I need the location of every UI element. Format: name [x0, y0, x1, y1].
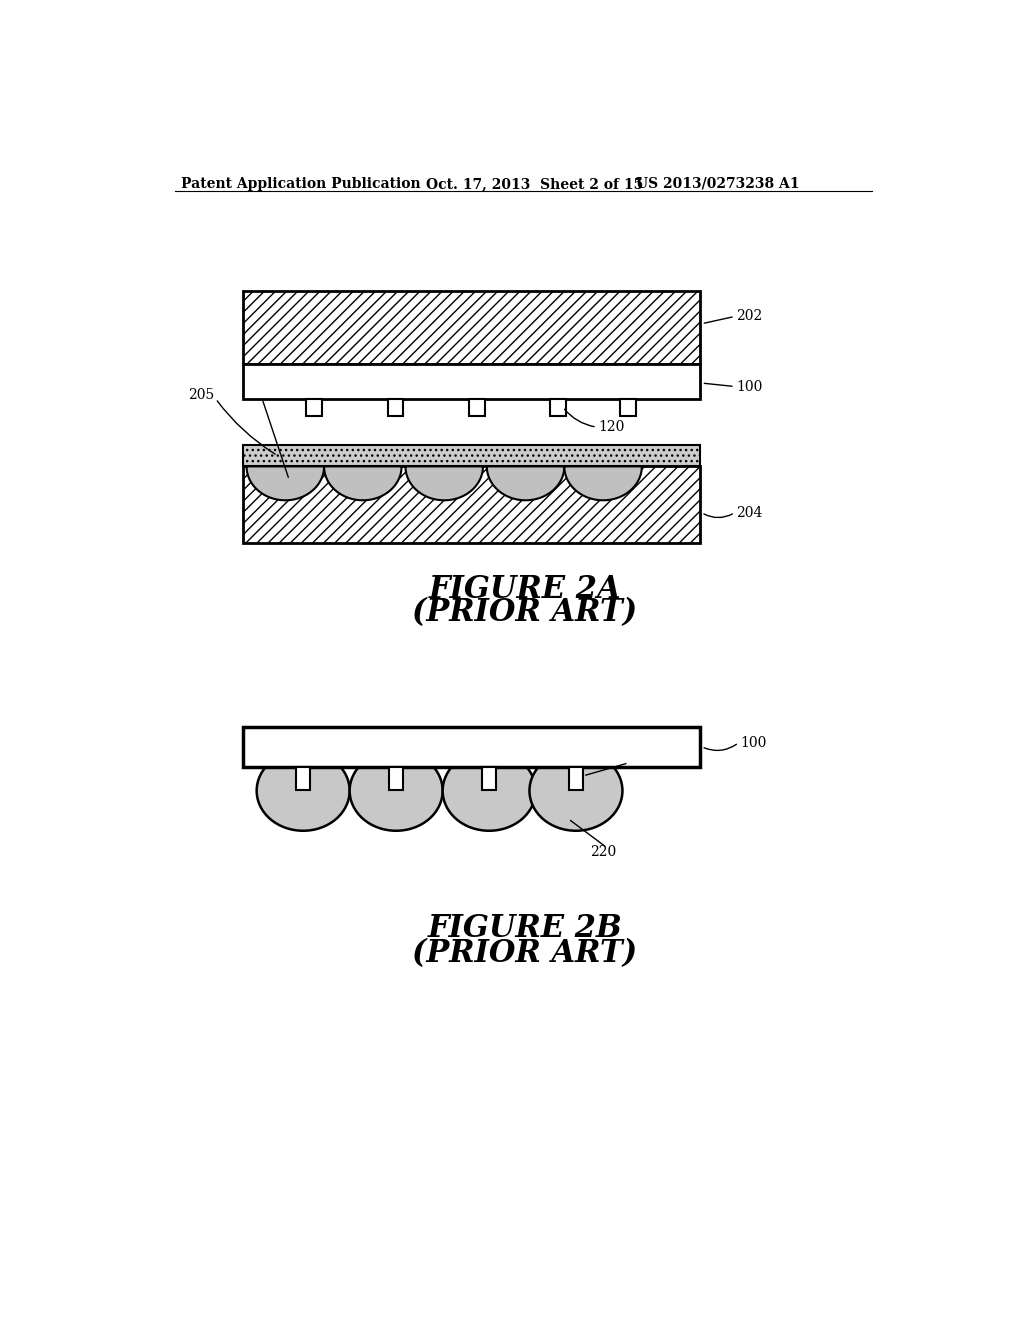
Text: 220: 220 — [590, 845, 616, 859]
Text: 120: 120 — [630, 756, 656, 770]
Text: 204: 204 — [736, 506, 763, 520]
Bar — [388, 399, 403, 416]
Bar — [243, 290, 700, 364]
PathPatch shape — [486, 466, 564, 500]
Bar — [306, 399, 322, 416]
PathPatch shape — [564, 466, 642, 500]
Text: (PRIOR ART): (PRIOR ART) — [413, 937, 637, 969]
Text: 210: 210 — [262, 388, 289, 401]
Bar — [243, 726, 700, 767]
Bar — [389, 767, 403, 789]
Bar — [621, 399, 636, 416]
Ellipse shape — [442, 751, 536, 830]
PathPatch shape — [406, 466, 483, 500]
PathPatch shape — [247, 466, 324, 500]
Bar — [550, 399, 566, 416]
PathPatch shape — [324, 466, 401, 500]
Ellipse shape — [257, 751, 349, 830]
Bar — [243, 364, 700, 399]
Bar — [482, 767, 496, 789]
Text: 205: 205 — [188, 388, 215, 401]
Text: 120: 120 — [598, 420, 625, 434]
Text: 202: 202 — [736, 309, 763, 323]
Text: US 2013/0273238 A1: US 2013/0273238 A1 — [636, 177, 799, 191]
Bar — [469, 399, 484, 416]
Ellipse shape — [529, 751, 623, 830]
Text: FIGURE 2B: FIGURE 2B — [427, 913, 623, 944]
Bar — [296, 767, 310, 789]
Text: FIGURE 2A: FIGURE 2A — [428, 574, 622, 605]
Ellipse shape — [349, 751, 442, 830]
Text: 100: 100 — [736, 380, 763, 393]
Bar — [243, 466, 700, 544]
Bar — [569, 767, 583, 789]
Text: 100: 100 — [740, 735, 767, 750]
Bar — [243, 445, 700, 466]
Text: Oct. 17, 2013  Sheet 2 of 15: Oct. 17, 2013 Sheet 2 of 15 — [426, 177, 644, 191]
Text: (PRIOR ART): (PRIOR ART) — [413, 598, 637, 628]
Text: Patent Application Publication: Patent Application Publication — [180, 177, 420, 191]
